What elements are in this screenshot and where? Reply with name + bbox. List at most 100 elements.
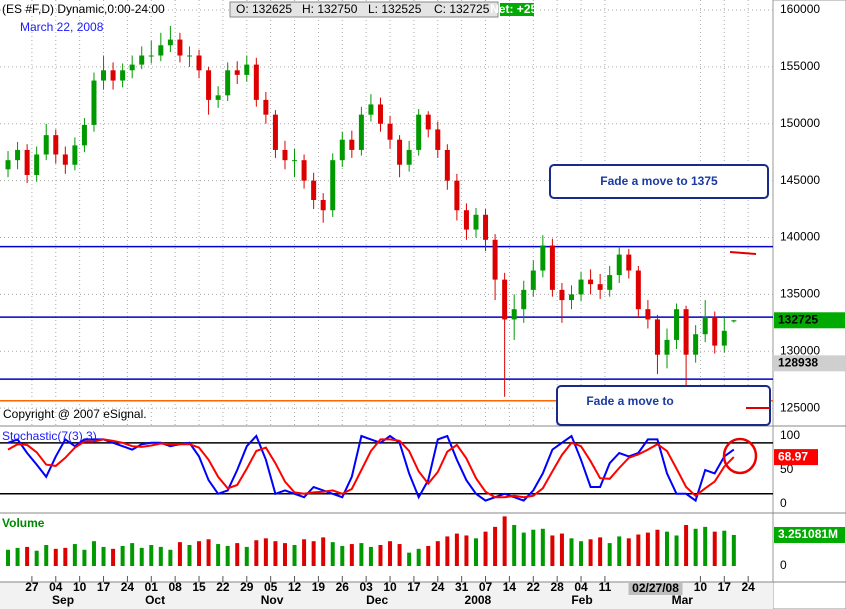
price-tag bbox=[774, 355, 845, 372]
volume-bar bbox=[636, 534, 641, 566]
x-tick-label: 31 bbox=[455, 580, 469, 594]
quote-close: C: 132725 bbox=[434, 2, 490, 16]
candle-body bbox=[616, 254, 622, 276]
x-tick-label: 01 bbox=[145, 580, 159, 594]
y-tick-label: 0 bbox=[780, 496, 787, 510]
volume-bar bbox=[44, 545, 49, 566]
volume-bar bbox=[588, 539, 593, 566]
candle-body bbox=[301, 160, 307, 181]
volume-bar bbox=[15, 547, 20, 566]
y-tick-label: 130000 bbox=[780, 343, 820, 357]
candle-body bbox=[597, 284, 603, 290]
volume-bar bbox=[731, 534, 736, 566]
candle-body bbox=[186, 55, 192, 57]
annotation: Fade a move to 1375 bbox=[600, 174, 718, 188]
volume-bar bbox=[25, 546, 30, 566]
candle-body bbox=[282, 149, 288, 161]
candle-body bbox=[129, 64, 135, 71]
candle-body bbox=[292, 160, 298, 162]
candle-body bbox=[5, 160, 11, 170]
candle-body bbox=[196, 55, 202, 71]
volume-bar bbox=[197, 541, 202, 566]
y-tick-label: 100 bbox=[780, 428, 800, 442]
candle-body bbox=[435, 129, 441, 150]
volume-bar bbox=[483, 531, 488, 566]
x-tick-label: 04 bbox=[574, 580, 588, 594]
y-tick-label: 150000 bbox=[780, 116, 820, 130]
volume-bar bbox=[435, 541, 440, 566]
y-tick-label: 0 bbox=[780, 558, 787, 572]
volume-bar bbox=[6, 549, 11, 566]
x-tick-label: 08 bbox=[168, 580, 182, 594]
volume-bar bbox=[177, 542, 182, 566]
volume-bar bbox=[674, 535, 679, 566]
annotation: Fade a move to bbox=[586, 394, 673, 408]
quote-high: H: 132750 bbox=[302, 2, 358, 16]
volume-bar bbox=[512, 524, 517, 566]
volume-bar bbox=[598, 537, 603, 566]
volume-bar bbox=[82, 549, 87, 566]
candle-body bbox=[311, 180, 317, 200]
volume-bar bbox=[579, 541, 584, 566]
month-label: Sep bbox=[52, 593, 74, 607]
y-tick-label: 155000 bbox=[780, 59, 820, 73]
candle-body bbox=[62, 154, 68, 165]
candle-body bbox=[234, 70, 240, 75]
candle-body bbox=[225, 70, 231, 96]
x-tick-label: 17 bbox=[407, 580, 421, 594]
volume-bar bbox=[63, 547, 68, 566]
x-tick-label: 12 bbox=[288, 580, 302, 594]
volume-bar bbox=[330, 542, 335, 566]
value-tag bbox=[774, 526, 845, 543]
candle-body bbox=[177, 39, 183, 56]
candle-body bbox=[674, 309, 680, 340]
candle-body bbox=[387, 123, 393, 140]
volume-bar bbox=[254, 540, 259, 566]
month-label: Feb bbox=[571, 593, 592, 607]
volume-bar bbox=[244, 546, 249, 566]
volume-bar bbox=[550, 535, 555, 566]
candle-body bbox=[330, 160, 336, 211]
annotation-box bbox=[549, 164, 769, 199]
volume-bar bbox=[664, 531, 669, 566]
value-tag bbox=[774, 449, 818, 466]
y-tick-label: 135000 bbox=[780, 287, 820, 301]
candle-body bbox=[101, 70, 107, 81]
candle-body bbox=[702, 317, 708, 335]
candle-body bbox=[81, 124, 87, 146]
candle-body bbox=[607, 275, 613, 290]
value-tag-label: 68.97 bbox=[778, 449, 808, 463]
candle-body bbox=[502, 279, 508, 320]
candle-body bbox=[110, 70, 116, 81]
quote-low: L: 132525 bbox=[368, 2, 422, 16]
copyright: Copyright @ 2007 eSignal. bbox=[3, 407, 147, 421]
candle-body bbox=[263, 99, 269, 115]
volume-bar bbox=[187, 545, 192, 566]
month-label: Oct bbox=[145, 593, 165, 607]
candle-body bbox=[416, 114, 422, 150]
candle-body bbox=[635, 270, 641, 310]
y-tick-label: 145000 bbox=[780, 173, 820, 187]
candle-body bbox=[712, 317, 718, 346]
volume-bar bbox=[91, 541, 96, 566]
volume-bar bbox=[168, 549, 173, 566]
price-axis-panel bbox=[772, 0, 846, 609]
candle-body bbox=[549, 245, 555, 290]
candle-body bbox=[34, 154, 40, 175]
candle-body bbox=[568, 294, 574, 301]
volume-bar bbox=[72, 544, 77, 566]
candle-body bbox=[253, 64, 259, 100]
candle-body bbox=[425, 114, 431, 130]
x-tick-label: 17 bbox=[97, 580, 111, 594]
symbol: (ES #F,D) Dynamic,0:00-24:00 bbox=[2, 2, 165, 16]
x-tick-label: 10 bbox=[73, 580, 87, 594]
candle-body bbox=[454, 180, 460, 211]
x-tick-label: 15 bbox=[192, 580, 206, 594]
price-tag-label: 132725 bbox=[778, 312, 818, 326]
x-tick-label: 04 bbox=[49, 580, 63, 594]
volume-bar bbox=[645, 532, 650, 566]
quote-box bbox=[229, 1, 499, 18]
x-tick-label: 03 bbox=[359, 580, 373, 594]
volume-bar bbox=[655, 529, 660, 566]
